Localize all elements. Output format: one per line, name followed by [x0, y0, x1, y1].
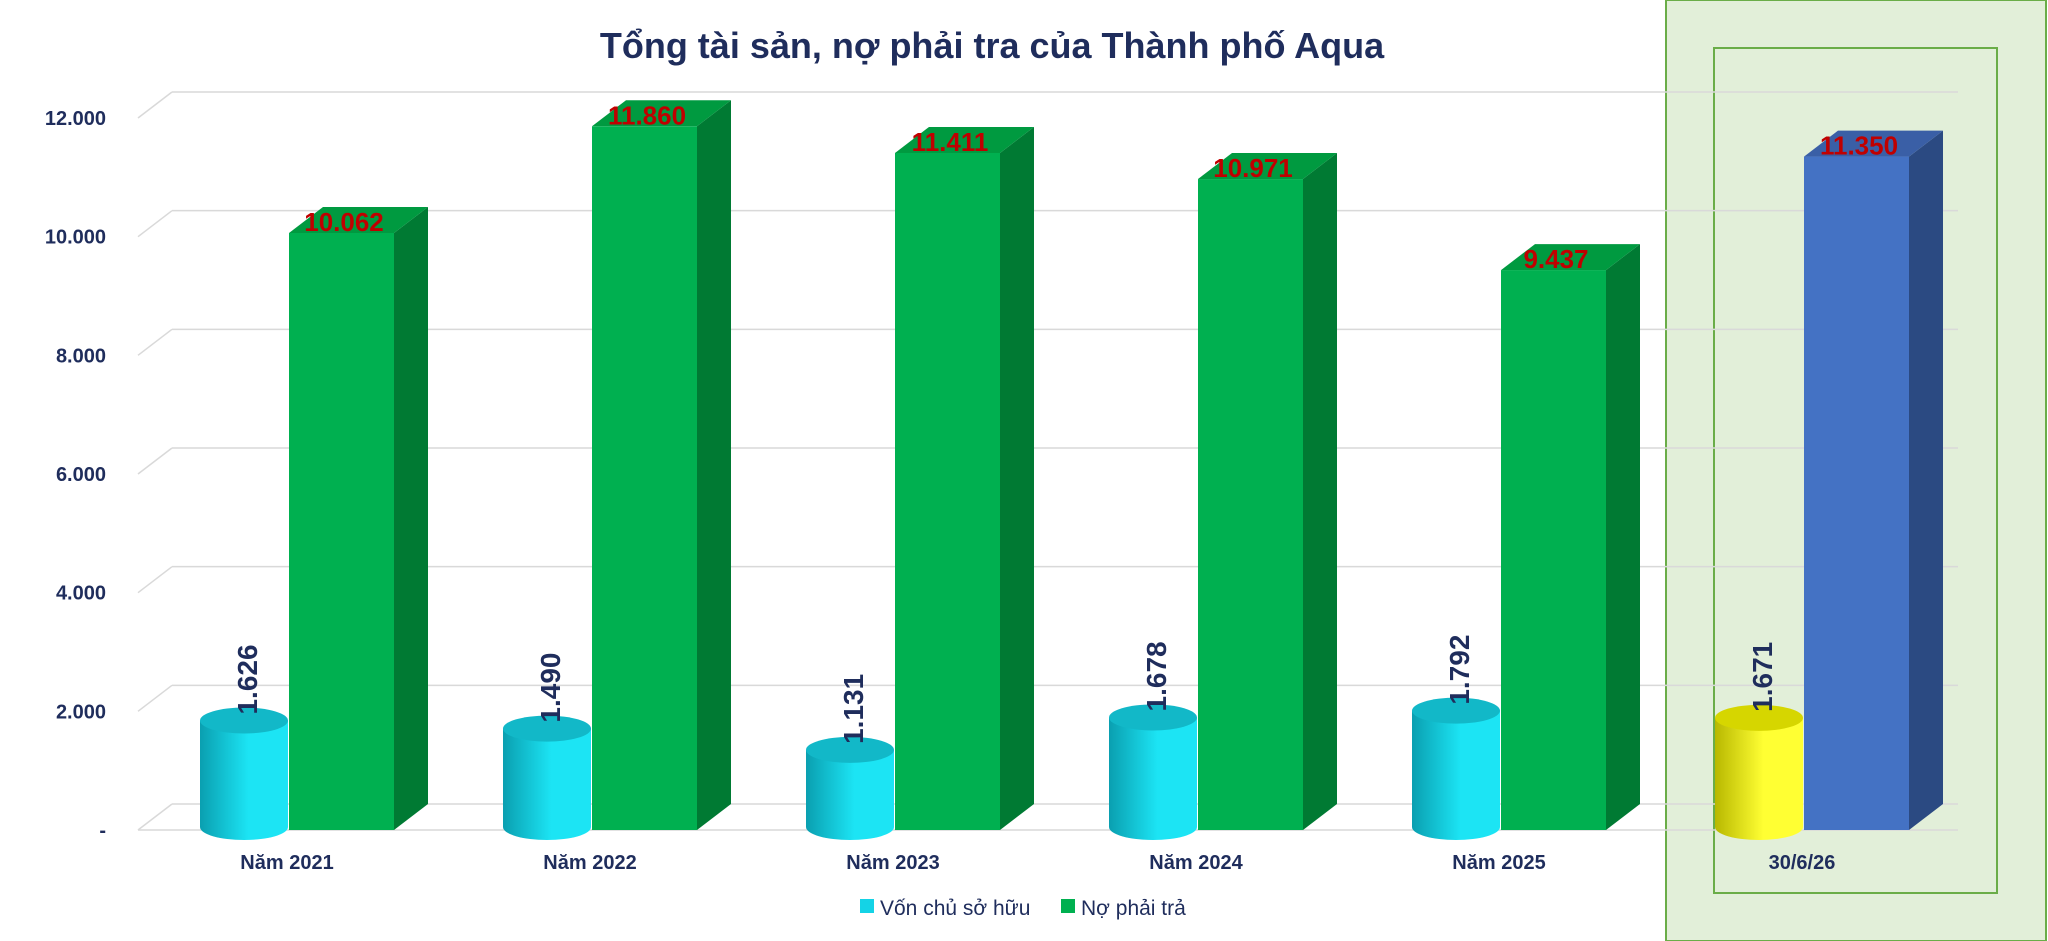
equity-bar [200, 720, 288, 840]
liabilities-bar-top [289, 206, 428, 233]
equity-bar [1715, 717, 1803, 840]
data-labels: 10.062 1.626 11.860 1.490 11.411 1.131 10.971 1… [232, 100, 1898, 744]
equity-bar-top [806, 736, 894, 763]
x-category-label: Năm 2023 [846, 852, 939, 874]
gridline-depth [137, 447, 173, 475]
liabilities-bar-side [1303, 153, 1337, 830]
x-axis: Năm 2021 Năm 2022 Năm 2023 Năm 2024 Năm 2025… [240, 852, 1835, 874]
equity-bar [1109, 717, 1197, 840]
liabilities-bar [1501, 270, 1606, 831]
equity-bar-top [200, 707, 288, 734]
y-tick-label: 6.000 [56, 464, 106, 486]
liabilities-value-label: 10.971 [1213, 153, 1293, 183]
liabilities-bar-side [1909, 130, 1943, 831]
bars [200, 100, 1943, 840]
liabilities-bar-top [592, 100, 731, 127]
legend-label-liabilities: Nợ phải trả [1081, 897, 1186, 920]
equity-value-label: 1.131 [838, 674, 869, 744]
liabilities-bar [1198, 179, 1303, 830]
liabilities-value-label: 11.411 [912, 127, 989, 157]
equity-bar [806, 749, 894, 840]
equity-value-label: 1.678 [1141, 641, 1172, 711]
y-tick-label: 12.000 [45, 108, 106, 130]
liabilities-bar-top [1198, 153, 1337, 180]
liabilities-bar-top [1804, 130, 1943, 157]
equity-value-label: 1.671 [1747, 642, 1778, 712]
liabilities-bar-side [697, 100, 731, 831]
equity-bar [503, 728, 591, 840]
x-category-label: Năm 2022 [543, 852, 636, 874]
equity-value-label: 1.490 [535, 653, 566, 723]
legend-label-equity: Vốn chủ sở hữu [880, 897, 1030, 920]
liabilities-value-label: 11.860 [608, 100, 686, 130]
gridline-depth [137, 684, 173, 712]
y-tick-label: 10.000 [45, 227, 106, 249]
legend-swatch-equity [860, 899, 874, 913]
gridline-depth [137, 210, 173, 238]
liabilities-bar-top [1501, 244, 1640, 271]
liabilities-value-label: 11.350 [1820, 131, 1898, 161]
x-category-label: Năm 2024 [1149, 852, 1243, 874]
gridlines [137, 91, 1958, 831]
gridline-depth [137, 328, 173, 356]
y-tick-label: 2.000 [56, 701, 106, 723]
liabilities-value-label: 10.062 [304, 207, 384, 237]
x-category-label: Năm 2021 [240, 852, 333, 874]
y-tick-label: - [99, 820, 106, 842]
chart-title: Tổng tài sản, nợ phải tra của Thành phố … [600, 25, 1385, 66]
equity-bar-top [503, 715, 591, 742]
x-category-label: Năm 2025 [1452, 852, 1545, 874]
equity-value-label: 1.792 [1444, 635, 1475, 705]
legend: Vốn chủ sở hữu Nợ phải trả [860, 897, 1186, 920]
x-category-label: 30/6/26 [1769, 852, 1836, 874]
equity-bar-top [1109, 704, 1197, 731]
equity-value-label: 1.626 [232, 644, 263, 714]
equity-bar-top [1412, 697, 1500, 724]
gridline-depth [137, 566, 173, 594]
liabilities-bar-side [1606, 244, 1640, 830]
liabilities-value-label: 9.437 [1523, 244, 1588, 274]
equity-bar-top [1715, 704, 1803, 731]
liabilities-bar [289, 232, 394, 830]
legend-swatch-liabilities [1061, 899, 1075, 913]
equity-bar [1412, 710, 1500, 840]
y-axis: - 2.000 4.000 6.000 8.000 10.000 12.000 [45, 108, 106, 842]
liabilities-bar [895, 152, 1000, 830]
y-tick-label: 4.000 [56, 583, 106, 605]
gridline-depth [137, 803, 173, 831]
liabilities-bar [1804, 156, 1909, 831]
liabilities-bar-top [895, 126, 1034, 153]
liabilities-bar-side [394, 206, 428, 830]
gridline-depth [137, 91, 173, 119]
liabilities-bar-side [1000, 126, 1034, 831]
y-tick-label: 8.000 [56, 345, 106, 367]
liabilities-bar [592, 126, 697, 831]
